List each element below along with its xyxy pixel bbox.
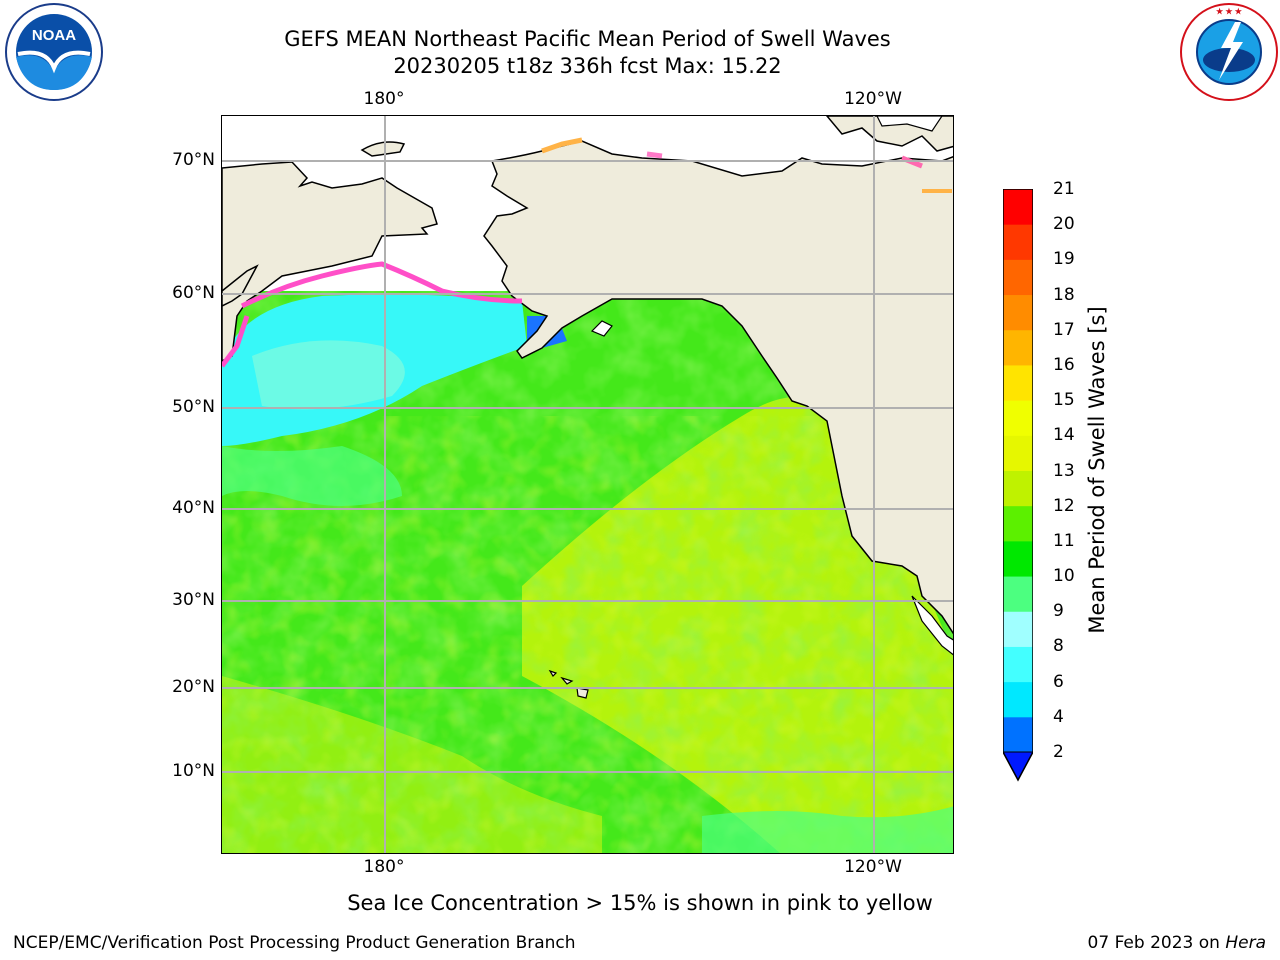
- colorbar-tick-label: 16: [1053, 354, 1075, 375]
- colorbar-swatch: [1003, 611, 1033, 647]
- colorbar-swatch: [1003, 294, 1033, 331]
- colorbar-swatch: [1003, 716, 1033, 753]
- lat-label-10n: 10°N: [172, 761, 215, 781]
- colorbar-tick-label: 4: [1053, 706, 1064, 727]
- noaa-logo-text: NOAA: [32, 27, 76, 44]
- colorbar-swatch: [1003, 189, 1033, 225]
- colorbar-swatch: [1003, 435, 1033, 471]
- colorbar-extend-low: [1003, 751, 1033, 782]
- colorbar-swatch: [1003, 259, 1033, 296]
- colorbar-swatch: [1003, 681, 1033, 718]
- colorbar-tick-label: 2: [1053, 742, 1064, 762]
- lat-label-60n: 60°N: [172, 283, 215, 303]
- colorbar-swatch: [1003, 576, 1033, 612]
- lon-label-bottom-120w: 120°W: [844, 857, 902, 877]
- lon-label-top-120w: 120°W: [844, 89, 902, 109]
- colorbar-title: Mean Period of Swell Waves [s]: [1085, 306, 1109, 634]
- svg-text:★ ★ ★: ★ ★ ★: [1216, 7, 1243, 16]
- colorbar-tick-label: 6: [1053, 671, 1064, 692]
- chart-subtitle: 20230205 t18z 336h fcst Max: 15.22: [393, 54, 782, 78]
- colorbar-tick-label: 14: [1053, 425, 1075, 446]
- colorbar-tick-label: 9: [1053, 601, 1064, 622]
- colorbar-swatch: [1003, 224, 1033, 260]
- lat-label-70n: 70°N: [172, 150, 215, 170]
- colorbar-tick-label: 15: [1053, 390, 1075, 411]
- island-hawaii: [548, 669, 589, 699]
- chart-title: GEFS MEAN Northeast Pacific Mean Period …: [284, 27, 891, 51]
- footer-credit: NCEP/EMC/Verification Post Processing Pr…: [13, 933, 576, 953]
- lon-label-bottom-180: 180°: [363, 857, 405, 877]
- colorbar-tick-label: 8: [1053, 636, 1064, 657]
- lon-label-top-180: 180°: [363, 89, 405, 109]
- colorbar-swatch: [1003, 329, 1033, 366]
- colorbar-swatch: [1003, 400, 1033, 436]
- noaa-logo: NOAA: [4, 2, 104, 102]
- colorbar-swatch: [1003, 540, 1033, 577]
- colorbar-tick-label: 21: [1053, 179, 1075, 199]
- lat-label-20n: 20°N: [172, 677, 215, 697]
- colorbar-tick-label: 18: [1053, 284, 1075, 305]
- colorbar-tick-label: 11: [1053, 530, 1075, 551]
- colorbar: [1003, 189, 1033, 782]
- footer-date-text: 07 Feb 2023 on: [1087, 933, 1226, 953]
- colorbar-tick-label: 20: [1053, 214, 1075, 235]
- colorbar-tick-label: 13: [1053, 460, 1075, 481]
- lat-label-30n: 30°N: [172, 590, 215, 610]
- colorbar-tick-label: 10: [1053, 566, 1075, 587]
- colorbar-tick-label: 19: [1053, 249, 1075, 270]
- colorbar-swatch: [1003, 505, 1033, 542]
- colorbar-tick-label: 17: [1053, 319, 1075, 340]
- lat-label-40n: 40°N: [172, 498, 215, 518]
- sea-ice-fringe: [240, 261, 523, 309]
- colorbar-swatch: [1003, 364, 1033, 401]
- lat-label-50n: 50°N: [172, 397, 215, 417]
- nws-logo: ★ ★ ★: [1179, 2, 1279, 102]
- colorbar-swatch: [1003, 646, 1033, 683]
- colorbar-swatch: [1003, 470, 1033, 507]
- colorbar-tick-label: 12: [1053, 495, 1075, 516]
- footer-machine: Hera: [1225, 933, 1266, 953]
- footer-date: 07 Feb 2023 on Hera: [1088, 933, 1266, 953]
- graticule: [222, 116, 953, 853]
- sea-ice-note: Sea Ice Concentration > 15% is shown in …: [347, 891, 933, 915]
- map-panel: [221, 115, 954, 854]
